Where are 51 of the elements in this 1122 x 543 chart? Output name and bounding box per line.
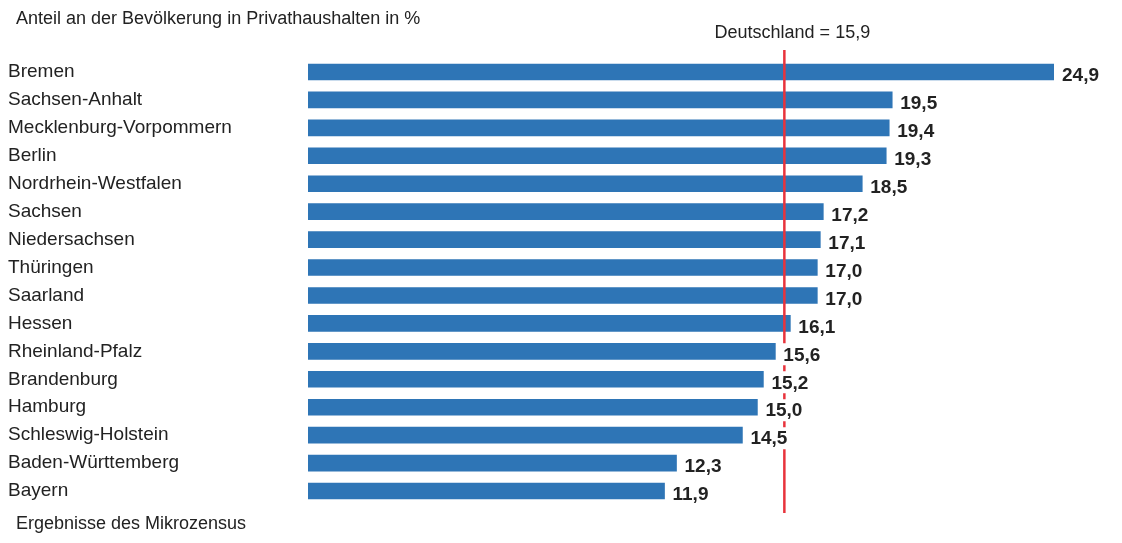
y-tick-label: Hamburg [8,395,87,417]
data-label: 18,5 [870,175,908,197]
y-tick-label: Saarland [8,283,85,305]
bar [308,454,677,472]
bar [308,119,890,137]
data-label: 17,0 [825,287,863,309]
y-tick-label: Brandenburg [8,367,118,389]
bar [308,287,818,304]
bar [308,63,1054,81]
text: Ergebnisse des Mikrozensus [16,512,247,533]
y-tick-label: Sachsen-Anhalt [8,88,143,110]
data-label: 15,0 [765,399,803,421]
data-label: 19,5 [900,92,938,114]
data-label: 11,9 [672,483,709,505]
data-label: 24,9 [1062,64,1099,86]
bar [308,315,791,332]
data-label: 17,0 [825,259,863,281]
bar [308,398,758,416]
bar [308,91,893,109]
y-tick-label: Niedersachsen [8,227,135,249]
bar [308,203,824,220]
ref-line-label: Deutschland = 15,9 [714,22,871,42]
bar [308,147,887,165]
data-label: 17,2 [831,203,869,225]
bar [308,426,743,444]
y-tick-label: Berlin [8,144,57,166]
data-label: 19,4 [897,120,935,142]
data-label: 12,3 [684,455,722,477]
bar [308,343,776,360]
y-tick-label: Rheinland-Pfalz [8,339,143,361]
chart-title: Anteil an der Bevölkerung in Privathaushalten in % [16,7,421,28]
y-tick-label: Bremen [8,60,75,82]
data-label: 14,5 [750,427,788,449]
y-tick-label: Baden-Württemberg [8,451,180,473]
bar [308,370,764,388]
bar [308,482,665,500]
y-tick-label: Thüringen [8,255,94,277]
data-label: 16,1 [798,315,836,337]
bar [308,259,818,276]
y-tick-label: Bayern [8,479,69,501]
y-tick-label: Mecklenburg-Vorpommern [8,116,232,138]
y-tick-label: Schleswig-Holstein [8,423,169,445]
data-label: 15,2 [771,371,809,393]
y-tick-label: Hessen [8,311,73,333]
data-label: 17,1 [828,231,866,253]
data-label: 19,3 [894,148,932,170]
y-tick-label: Sachsen [8,199,82,221]
bar [308,231,821,248]
bar [308,175,863,193]
data-label: 15,6 [783,343,821,365]
y-tick-label: Nordrhein-Westfalen [8,171,182,193]
